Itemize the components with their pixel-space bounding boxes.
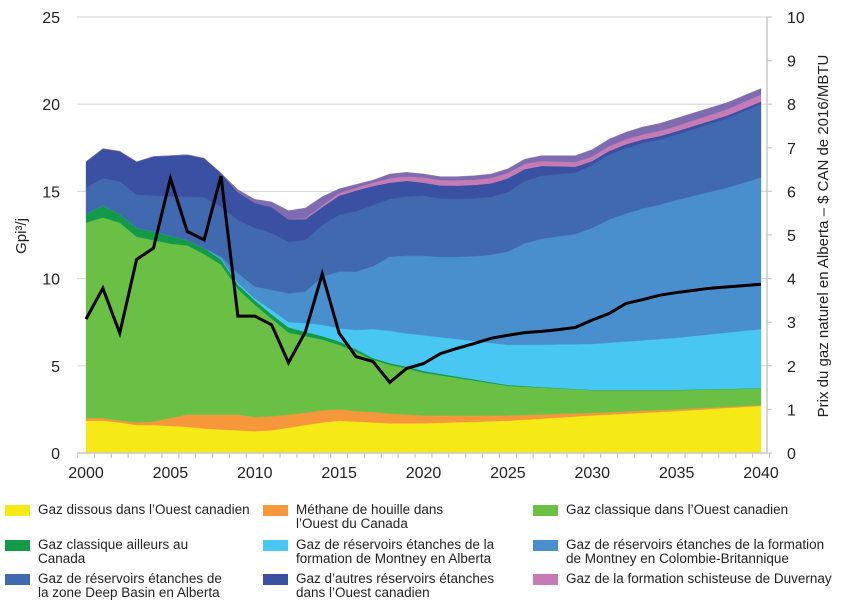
legend-label: Méthane de houille dans l’Ouest du Canad… [296,502,444,531]
y2-tick-label: 5 [787,228,796,245]
legend-item: Gaz de réservoirs étanches de la formati… [533,538,836,566]
y2-tick-label: 3 [787,315,796,332]
y2-axis-title: Prix du gaz naturel en Alberta – $ CAN d… [815,55,832,418]
price-line [84,172,762,385]
y2-tick-label: 1 [787,402,796,419]
y-axis-title: Gpi³/j [13,218,30,254]
area-layers [85,88,762,454]
legend-swatch [263,540,288,551]
legend-label: Gaz classique ailleurs au Canada [38,537,189,566]
x-tick-label: 2030 [574,465,610,482]
y2-tick-label: 7 [787,141,796,158]
legend-swatch [263,574,288,585]
legend-swatch [5,505,30,516]
legend-swatch [533,540,558,551]
legend-label: Gaz de réservoirs étanches de la formati… [296,537,495,566]
legend-label: Gaz d’autres réservoirs étanches dans l’… [296,571,495,600]
legend-item: Gaz classique dans l’Ouest canadien [533,503,836,517]
legend-label: Gaz de réservoirs étanches de la formati… [566,537,825,566]
x-tick-label: 2020 [406,465,442,482]
x-tick-label: 2010 [237,465,273,482]
legend-item: Gaz de la formation schisteuse de Duvern… [533,572,846,586]
legend-swatch [533,574,558,585]
x-tick-label: 2040 [743,465,779,482]
legend-swatch [263,505,288,516]
legend-label: Gaz de réservoirs étanches de la zone De… [38,571,222,600]
y-tick-label: 15 [42,184,60,201]
area-series-10 [85,88,762,220]
y2-tick-label: 6 [787,184,796,201]
y2-tick-label: 2 [787,359,796,376]
legend-swatch [533,505,558,516]
y-tick-label: 5 [51,359,60,376]
legend-item: Gaz d’autres réservoirs étanches dans l’… [263,572,511,600]
axes [76,16,772,458]
y-tick-label: 10 [42,272,60,289]
legend-swatch [5,540,30,551]
y2-tick-label: 10 [787,10,805,27]
y-tick-label: 0 [51,446,60,463]
x-tick-label: 2005 [153,465,189,482]
y2-tick-label: 4 [787,272,796,289]
x-tick-label: 2015 [321,465,357,482]
legend-item: Méthane de houille dans l’Ouest du Canad… [263,503,486,531]
x-tick-label: 2025 [490,465,526,482]
x-tick-label: 2000 [68,465,104,482]
legend-item: Gaz dissous dans l’Ouest canadien [5,503,273,517]
x-tick-label: 2035 [659,465,695,482]
y2-tick-label: 0 [787,446,796,463]
legend-item: Gaz classique ailleurs au Canada [5,538,238,566]
price-line-group [84,172,762,385]
y2-tick-label: 8 [787,97,796,114]
legend-label: Gaz classique dans l’Ouest canadien [566,502,789,517]
legend-item: Gaz de réservoirs étanches de la formati… [263,538,496,566]
legend-item: Gaz de réservoirs étanches de la zone De… [5,572,228,600]
legend-swatch [5,574,30,585]
y2-tick-label: 9 [787,54,796,71]
legend-label: Gaz de la formation schisteuse de Duvern… [566,571,832,586]
legend-label: Gaz dissous dans l’Ouest canadien [38,502,250,517]
y-tick-label: 25 [42,10,60,27]
y-tick-label: 20 [42,97,60,114]
